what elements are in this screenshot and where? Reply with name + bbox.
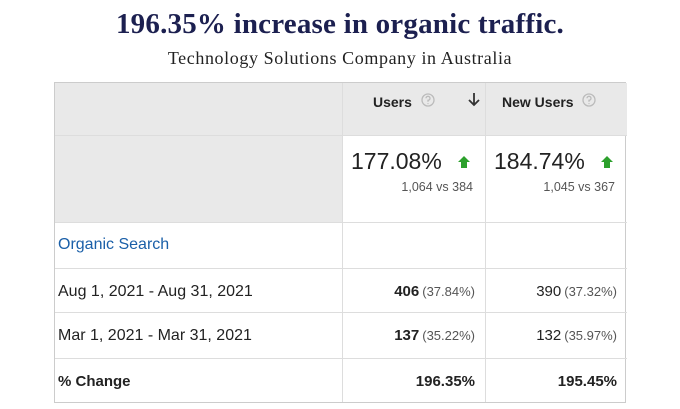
header-cell	[55, 83, 343, 136]
sort-icon[interactable]	[467, 92, 481, 108]
empty-cell	[343, 223, 486, 269]
change-cell: 195.45%	[486, 359, 627, 402]
change-value: 195.45%	[557, 373, 617, 390]
value: 137	[394, 327, 420, 344]
change-value: 196.35%	[415, 373, 475, 390]
help-icon[interactable]	[421, 93, 435, 107]
change-cell: 196.35%	[343, 359, 486, 402]
subtitle: Technology Solutions Company in Australi…	[167, 48, 513, 68]
analytics-table: Users New Users 177.08% 1,064 vs 384 184…	[54, 82, 627, 403]
summary-cell	[55, 136, 343, 223]
value-cell: 132 (35.97%)	[486, 313, 627, 359]
help-icon[interactable]	[582, 93, 596, 107]
value-cell: 390 (37.32%)	[486, 269, 627, 313]
title: 196.35% increase in organic traffic.	[115, 8, 565, 40]
value-cell: 406 (37.84%)	[343, 269, 486, 313]
change-label-cell: % Change	[55, 359, 343, 402]
up-arrow	[601, 156, 613, 168]
share: (35.97%)	[564, 328, 617, 343]
summary-percent: 177.08%	[351, 148, 442, 174]
value-wrap: 132 (35.97%)	[536, 327, 617, 345]
column-header[interactable]: Users	[373, 94, 412, 110]
row-label-cell: Mar 1, 2021 - Mar 31, 2021	[55, 313, 343, 359]
share: (37.84%)	[422, 284, 475, 299]
segment-cell[interactable]: Organic Search	[55, 223, 343, 269]
value-wrap: 406 (37.84%)	[394, 283, 475, 301]
value-wrap: 137 (35.22%)	[394, 327, 475, 345]
share: (35.22%)	[422, 328, 475, 343]
value: 406	[394, 283, 420, 300]
row-label-cell: Aug 1, 2021 - Aug 31, 2021	[55, 269, 343, 313]
header-cell[interactable]: Users	[343, 83, 486, 136]
column-header[interactable]: New Users	[502, 94, 574, 110]
segment-link[interactable]: Organic Search	[58, 236, 170, 253]
share: (37.32%)	[564, 284, 617, 299]
row-label: Aug 1, 2021 - Aug 31, 2021	[58, 283, 253, 300]
value: 390	[536, 283, 562, 300]
header-cell[interactable]: New Users	[486, 83, 627, 136]
summary-cell: 177.08% 1,064 vs 384	[343, 136, 486, 223]
value-cell: 137 (35.22%)	[343, 313, 486, 359]
value: 132	[536, 327, 562, 344]
empty-cell	[486, 223, 627, 269]
row-label: Mar 1, 2021 - Mar 31, 2021	[58, 327, 252, 344]
up-arrow	[458, 156, 470, 168]
value-wrap: 390 (37.32%)	[536, 283, 617, 301]
summary-compare: 1,064 vs 384	[401, 180, 473, 194]
summary-compare: 1,045 vs 367	[543, 180, 615, 194]
summary-cell: 184.74% 1,045 vs 367	[486, 136, 627, 223]
summary-percent: 184.74%	[494, 148, 585, 174]
change-label: % Change	[58, 373, 131, 390]
